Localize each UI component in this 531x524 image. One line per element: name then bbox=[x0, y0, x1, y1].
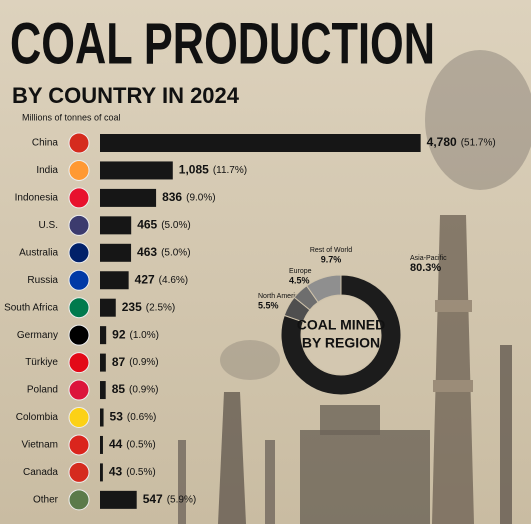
flag-icon bbox=[68, 187, 90, 209]
flag-icon bbox=[68, 242, 90, 264]
flag-icon bbox=[68, 407, 90, 428]
value-label: 4,780 bbox=[427, 135, 457, 149]
region-label: North America bbox=[258, 293, 302, 300]
bar bbox=[100, 463, 103, 482]
category-label: Canada bbox=[23, 467, 58, 478]
title: COAL PRODUCTION bbox=[10, 11, 435, 76]
share-label: (5.9%) bbox=[167, 494, 196, 505]
category-label: U.S. bbox=[39, 220, 58, 231]
value-label: 836 bbox=[162, 190, 182, 204]
region-label: Rest of World bbox=[310, 247, 352, 254]
category-label: Germany bbox=[17, 330, 58, 341]
region-label: Europe bbox=[289, 268, 312, 275]
category-label: India bbox=[36, 165, 58, 176]
subtitle: BY COUNTRY IN 2024 bbox=[12, 83, 240, 108]
donut-hole bbox=[302, 296, 380, 374]
donut-center-text: COAL MINED bbox=[297, 317, 385, 333]
share-label: (4.6%) bbox=[159, 275, 188, 286]
category-label: Russia bbox=[27, 275, 58, 286]
value-label: 547 bbox=[143, 492, 163, 506]
share-label: (0.5%) bbox=[126, 467, 155, 478]
share-label: (0.9%) bbox=[129, 357, 158, 368]
bar bbox=[100, 435, 103, 454]
share-label: (11.7%) bbox=[213, 165, 247, 176]
category-label: Australia bbox=[19, 247, 58, 258]
value-label: 53 bbox=[110, 410, 124, 424]
flag-icon bbox=[68, 297, 90, 319]
bar bbox=[100, 326, 107, 345]
bar bbox=[100, 243, 132, 262]
share-label: (9.0%) bbox=[186, 193, 215, 204]
value-label: 463 bbox=[137, 245, 157, 259]
share-label: (0.5%) bbox=[126, 440, 155, 451]
value-label: 43 bbox=[109, 465, 123, 479]
value-label: 92 bbox=[112, 327, 126, 341]
category-label: Türkiye bbox=[25, 357, 58, 368]
share-label: (1.0%) bbox=[130, 330, 159, 341]
flag-icon bbox=[68, 324, 90, 346]
category-label: Colombia bbox=[16, 412, 59, 423]
category-label: Other bbox=[33, 494, 59, 505]
bar bbox=[100, 161, 173, 180]
value-label: 1,085 bbox=[179, 163, 209, 177]
unit-label: Millions of tonnes of coal bbox=[22, 112, 121, 122]
bar bbox=[100, 134, 421, 152]
value-label: 427 bbox=[135, 272, 155, 286]
category-label: Poland bbox=[27, 385, 58, 396]
value-label: 235 bbox=[122, 300, 142, 314]
flag-icon bbox=[68, 214, 90, 236]
bar bbox=[100, 490, 137, 509]
share-label: (2.5%) bbox=[146, 302, 175, 313]
flag-icon bbox=[68, 159, 90, 181]
share-label: (0.9%) bbox=[129, 385, 158, 396]
bar bbox=[100, 381, 106, 400]
flag-icon bbox=[68, 434, 90, 456]
region-value: 9.7% bbox=[321, 254, 342, 264]
flag-icon bbox=[68, 461, 90, 483]
flag-icon bbox=[68, 489, 90, 511]
flag-icon bbox=[68, 269, 90, 291]
flag-icon bbox=[68, 352, 90, 374]
flag-icon bbox=[68, 132, 90, 154]
share-label: (5.0%) bbox=[161, 247, 190, 258]
category-label: Indonesia bbox=[15, 193, 59, 204]
share-label: (51.7%) bbox=[461, 138, 496, 149]
bar bbox=[100, 216, 132, 235]
share-label: (5.0%) bbox=[161, 220, 190, 231]
category-label: China bbox=[32, 138, 59, 149]
smokestacks bbox=[178, 50, 531, 524]
value-label: 44 bbox=[109, 437, 123, 451]
bar bbox=[100, 298, 116, 317]
value-label: 85 bbox=[112, 382, 126, 396]
category-label: Vietnam bbox=[21, 440, 58, 451]
donut-slice bbox=[305, 274, 342, 303]
share-label: (0.6%) bbox=[127, 412, 156, 423]
category-label: South Africa bbox=[4, 302, 58, 313]
region-value: 80.3% bbox=[410, 262, 441, 274]
bar bbox=[100, 353, 106, 372]
bar bbox=[100, 271, 129, 290]
region-value: 5.5% bbox=[258, 300, 279, 310]
flag-icon bbox=[68, 379, 90, 401]
bar bbox=[100, 408, 104, 427]
bar bbox=[100, 188, 157, 207]
value-label: 87 bbox=[112, 355, 126, 369]
donut-slice bbox=[280, 274, 402, 396]
region-value: 4.5% bbox=[289, 275, 310, 285]
region-label: Asia-Pacific bbox=[410, 255, 447, 262]
donut-center-text: BY REGION bbox=[302, 335, 380, 351]
value-label: 465 bbox=[137, 218, 157, 232]
